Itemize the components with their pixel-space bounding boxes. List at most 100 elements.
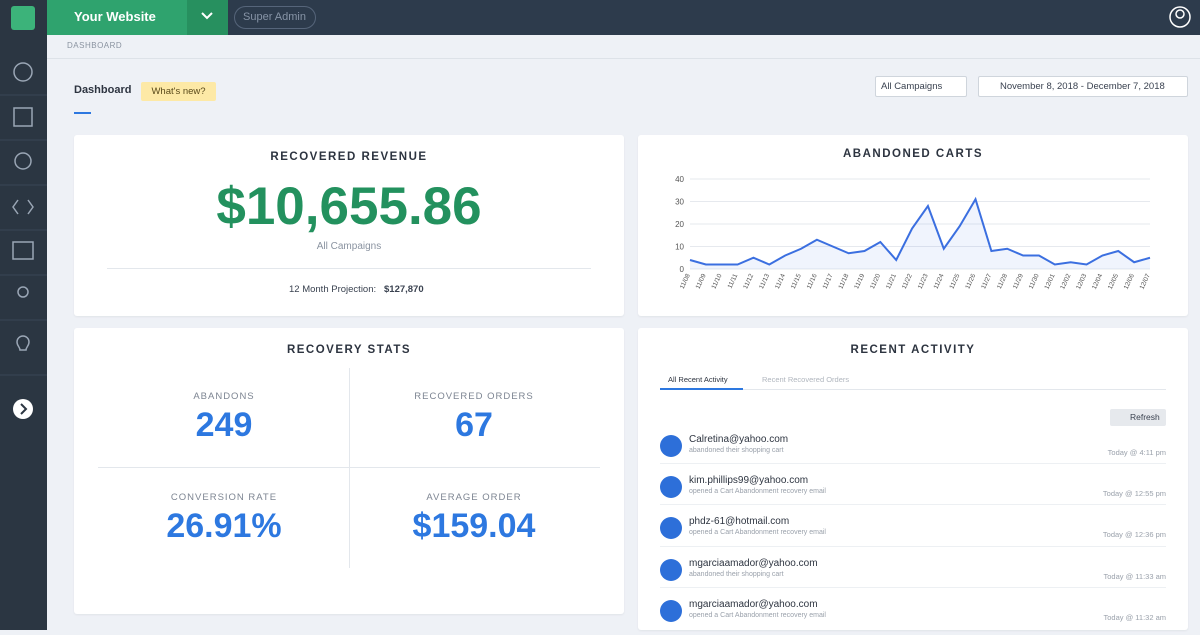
x-tick-label: 11/26 (964, 273, 977, 291)
eye-icon (660, 476, 682, 498)
revenue-subtitle: All Campaigns (316, 241, 382, 252)
y-tick-label: 30 (675, 198, 684, 207)
stat-label: ABANDONS (193, 391, 255, 402)
stat-label: RECOVERED ORDERS (414, 391, 534, 402)
breadcrumb: DASHBOARD (67, 41, 123, 50)
x-tick-label: 11/29 (1012, 273, 1025, 291)
tab-dashboard[interactable]: Dashboard (74, 84, 132, 96)
stat-value: $159.04 (412, 507, 536, 545)
activity-time: Today @ 11:33 am (1103, 572, 1166, 581)
x-tick-label: 12/07 (1139, 273, 1152, 291)
revenue-amount: $10,655.86 (216, 177, 482, 236)
activity-action: opened a Cart Abandonment recovery email (689, 488, 826, 495)
activity-email[interactable]: mgarciaamador@yahoo.com (689, 599, 818, 610)
activity-email[interactable]: kim.phillips99@yahoo.com (689, 475, 809, 486)
line (689, 196, 1151, 266)
x-tick-label: 11/16 (806, 273, 819, 291)
x-tick-label: 11/12 (742, 273, 755, 291)
activity-time: Today @ 11:32 am (1103, 613, 1166, 622)
x-tick-label: 11/14 (774, 273, 787, 291)
activity-card (638, 328, 1188, 630)
date-range[interactable]: November 8, 2018 - December 7, 2018 (978, 76, 1188, 97)
x-tick-label: 11/13 (758, 273, 771, 291)
x-tick-label: 12/04 (1091, 273, 1104, 291)
x-tick-label: 11/11 (727, 273, 740, 290)
x-tick-label: 11/19 (853, 273, 866, 291)
x-tick-label: 11/08 (679, 273, 692, 291)
y-tick-label: 40 (675, 175, 684, 184)
cart-icon (660, 559, 682, 581)
x-tick-label: 11/15 (790, 273, 803, 291)
site-dropdown[interactable] (187, 0, 228, 35)
nav-ideas[interactable] (16, 335, 30, 351)
eye-icon (660, 600, 682, 622)
nav-settings[interactable] (14, 152, 32, 170)
sidebar (0, 0, 47, 630)
nav-products[interactable] (13, 107, 33, 127)
x-tick-label: 11/28 (996, 273, 1009, 291)
activity-action: abandoned their shopping cart (689, 447, 784, 454)
stat-value: 249 (195, 406, 253, 444)
activity-time: Today @ 12:55 pm (1102, 489, 1166, 498)
x-tick-label: 11/24 (933, 273, 946, 291)
chart-title: ABANDONED CARTS (843, 148, 983, 160)
card-title: RECOVERED REVENUE (270, 151, 428, 163)
activity-email[interactable]: mgarciaamador@yahoo.com (689, 558, 818, 569)
nav-users[interactable] (17, 286, 29, 298)
card-title: RECENT ACTIVITY (850, 344, 976, 356)
role-badge: Super Admin (234, 6, 316, 29)
y-tick-label: 20 (675, 220, 684, 229)
sidebar-icons (0, 6, 47, 419)
x-tick-label: 11/20 (869, 273, 882, 291)
nav-emails[interactable] (12, 241, 34, 260)
line-chart: ABANDONED CARTS 0 10 20 30 40 11/08 11/09 11/10… (675, 148, 1152, 291)
activity-action: opened a Cart Abandonment recovery email (689, 612, 826, 619)
x-tick-label: 11/10 (711, 273, 724, 291)
x-tick-label: 12/02 (1059, 273, 1072, 291)
x-tick-label: 12/01 (1043, 273, 1056, 291)
y-tick-label: 0 (680, 265, 685, 274)
activity-time: Today @ 12:36 pm (1102, 530, 1166, 539)
stat-value: 26.91% (166, 507, 282, 545)
refresh-button[interactable]: Refresh (1110, 409, 1166, 426)
stat-label: CONVERSION RATE (170, 492, 278, 503)
x-tick-label: 11/22 (901, 273, 914, 291)
revenue-card (74, 135, 624, 316)
activity-action: abandoned their shopping cart (689, 571, 784, 578)
site-name[interactable]: Your Website (47, 0, 187, 35)
x-tick-label: 11/30 (1028, 273, 1041, 291)
nav-code[interactable] (12, 199, 34, 215)
logo (11, 6, 35, 30)
x-tick-label: 11/27 (980, 273, 993, 291)
x-tick-label: 11/18 (837, 273, 850, 291)
cart-icon (660, 435, 682, 457)
x-tick-label: 12/03 (1075, 273, 1088, 291)
whats-new[interactable]: What's new? (141, 82, 216, 101)
nav-dashboard[interactable] (13, 62, 33, 82)
tab[interactable]: All Recent Activity (668, 375, 728, 384)
activity-email[interactable]: Calretina@yahoo.com (689, 434, 789, 445)
activity-action: opened a Cart Abandonment recovery email (689, 529, 826, 536)
x-tick-label: 11/23 (917, 273, 930, 291)
x-tick-label: 11/25 (948, 273, 961, 291)
campaign-select[interactable]: All Campaigns (875, 76, 967, 97)
x-tick-label: 11/09 (695, 273, 708, 291)
user-avatar[interactable] (1168, 5, 1192, 29)
nav-expand[interactable] (13, 399, 33, 419)
activity-time: Today @ 4:11 pm (1107, 448, 1166, 457)
x-tick-label: 11/21 (885, 273, 898, 291)
x-tick-label: 12/05 (1107, 273, 1120, 291)
area (690, 199, 1150, 269)
x-tick-label: 11/17 (822, 273, 835, 291)
eye-icon (660, 517, 682, 539)
y-tick-label: 10 (675, 243, 684, 252)
projection-label: 12 Month Projection: (289, 284, 377, 295)
stat-label: AVERAGE ORDER (426, 492, 522, 503)
card-title: RECOVERY STATS (286, 344, 412, 356)
tab[interactable]: Recent Recovered Orders (762, 375, 850, 384)
x-tick-label: 12/06 (1123, 273, 1136, 291)
stat-value: 67 (455, 406, 493, 444)
activity-email[interactable]: phdz-61@hotmail.com (689, 516, 790, 527)
projection-value: $127,870 (384, 284, 424, 295)
